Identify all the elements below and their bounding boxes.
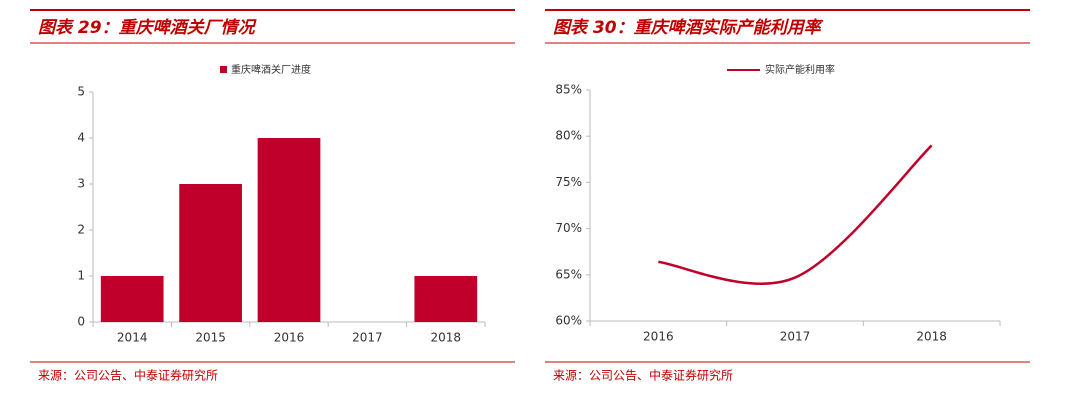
legend-label: 重庆啤酒关厂进度: [231, 63, 311, 76]
x-tick-label: 2014: [117, 331, 148, 345]
chart-title: 图表 29：重庆啤酒关厂情况: [38, 18, 258, 38]
bar: [100, 276, 164, 322]
x-tick-label: 2017: [780, 330, 811, 344]
y-tick-label: 80%: [555, 129, 582, 143]
chart-title: 图表 30：重庆啤酒实际产能利用率: [553, 18, 824, 38]
legend-swatch: [220, 66, 227, 73]
y-tick-label: 2: [77, 223, 85, 237]
x-tick-label: 2016: [274, 331, 305, 345]
x-tick-label: 2016: [643, 330, 674, 344]
y-tick-label: 5: [77, 85, 85, 99]
y-tick-label: 0: [77, 315, 85, 329]
x-tick-label: 2018: [431, 331, 462, 345]
y-tick-label: 1: [77, 269, 85, 283]
source: 来源：公司公告、中泰证券研究所: [553, 368, 733, 383]
y-tick-label: 3: [77, 177, 85, 191]
source: 来源：公司公告、中泰证券研究所: [38, 368, 218, 383]
legend-label: 实际产能利用率: [765, 63, 835, 76]
bar: [179, 184, 242, 322]
y-tick-label: 85%: [555, 83, 582, 97]
x-tick-label: 2017: [352, 331, 383, 345]
x-tick-label: 2018: [916, 330, 947, 344]
line: [658, 144, 933, 285]
bar: [414, 276, 478, 322]
bar: [257, 138, 321, 322]
y-tick-label: 60%: [555, 314, 582, 328]
y-tick-label: 4: [77, 131, 85, 145]
y-tick-label: 70%: [555, 221, 582, 235]
y-tick-label: 75%: [555, 175, 582, 189]
y-tick-label: 65%: [555, 267, 582, 281]
x-tick-label: 2015: [195, 331, 226, 345]
